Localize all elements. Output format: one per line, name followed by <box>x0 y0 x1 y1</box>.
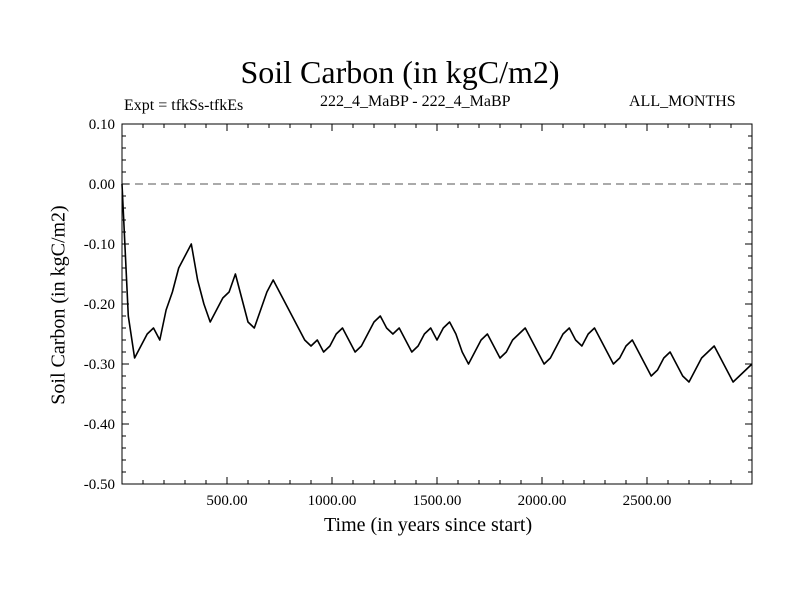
chart-title: Soil Carbon (in kgC/m2) <box>240 54 560 90</box>
y-tick-label: -0.40 <box>84 417 115 433</box>
x-tick-label: 500.00 <box>206 493 247 509</box>
y-tick-label: -0.30 <box>84 357 115 373</box>
x-tick-label: 1500.00 <box>413 493 462 509</box>
x-tick-label: 2000.00 <box>518 493 567 509</box>
y-tick-label: 0.10 <box>89 117 115 133</box>
y-tick-label: 0.00 <box>89 177 115 193</box>
x-tick-label: 1000.00 <box>308 493 357 509</box>
y-tick-label: -0.20 <box>84 297 115 313</box>
months-label: ALL_MONTHS <box>629 93 736 110</box>
axis-ticks: 0.10 0.00 -0.10 -0.20 -0.30 -0.40 -0.50 500.00 1… <box>84 117 752 509</box>
y-tick-label: -0.50 <box>84 477 115 493</box>
experiment-label: Expt = tfkSs-tfkEs <box>124 97 244 114</box>
plot-frame <box>121 123 753 485</box>
x-tick-label: 2500.00 <box>623 493 672 509</box>
data-series-group <box>121 183 753 383</box>
period-label: 222_4_MaBP - 222_4_MaBP <box>320 93 511 110</box>
y-tick-label: -0.10 <box>84 237 115 253</box>
x-axis-label: Time (in years since start) <box>324 514 533 536</box>
soil-carbon-series-line <box>121 183 753 383</box>
